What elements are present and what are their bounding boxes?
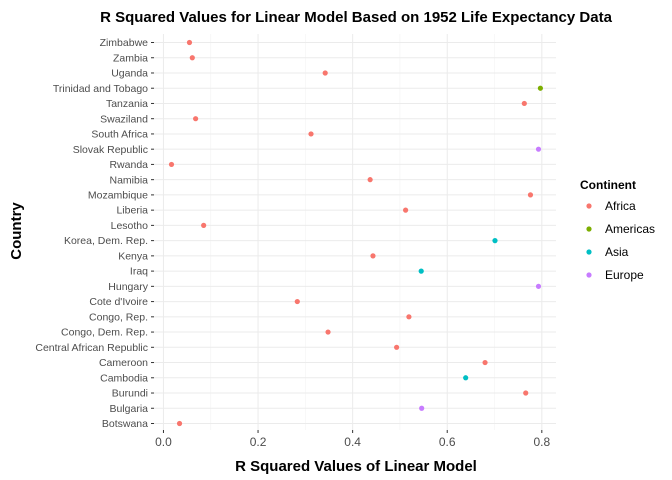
data-point: [535, 146, 542, 152]
x-axis-title: R Squared Values of Linear Model: [235, 458, 477, 475]
y-tick-label: Central African Republic: [35, 342, 148, 354]
y-tick-label: Botswana: [102, 418, 148, 430]
y-tick-label: Zimbabwe: [100, 37, 149, 49]
x-axis-ticks: 0.0 0.2 0.4 0.6 0.8: [155, 430, 550, 449]
data-point: [482, 359, 488, 366]
y-tick-label: Lesotho: [111, 220, 149, 232]
data-point: [537, 85, 543, 91]
x-tick-label: 0.6: [439, 435, 456, 449]
y-tick-label: Kenya: [118, 250, 148, 262]
y-tick-label: Cameroon: [99, 357, 148, 369]
data-point: [189, 55, 195, 61]
y-tick-label: Zambia: [113, 52, 148, 64]
y-axis-ticks: Botswana Bulgaria Burundi Cambodia Cameroon C…: [35, 37, 154, 430]
legend-label: Asia: [605, 245, 629, 259]
legend-key: [586, 226, 592, 232]
data-point: [527, 192, 534, 198]
data-points: [168, 39, 543, 427]
data-point: [168, 161, 175, 168]
legend-label: Africa: [605, 199, 636, 213]
data-point: [325, 329, 331, 335]
data-point: [308, 131, 314, 137]
y-tick-label: Swaziland: [100, 113, 148, 125]
grid-layer: [154, 34, 556, 430]
y-tick-label: Mozambique: [88, 190, 148, 202]
data-point: [193, 116, 199, 122]
y-tick-label: Liberia: [116, 205, 148, 217]
data-point: [523, 390, 529, 396]
data-point: [535, 283, 542, 289]
data-point: [463, 375, 469, 381]
data-point: [176, 420, 183, 427]
legend-label: Americas: [605, 222, 655, 236]
y-tick-label: Slovak Republic: [73, 144, 148, 156]
data-point: [419, 405, 425, 411]
y-tick-label: Korea, Dem. Rep.: [64, 235, 148, 247]
legend-key: [586, 249, 592, 255]
data-point: [418, 268, 424, 274]
y-tick-label: Iraq: [130, 266, 148, 278]
legend-key: [586, 203, 592, 209]
data-point: [406, 314, 412, 320]
y-tick-label: Congo, Dem. Rep.: [61, 327, 148, 339]
y-tick-label: Rwanda: [109, 159, 148, 171]
y-tick-label: Tanzania: [106, 98, 148, 110]
y-axis-title: Country: [8, 202, 25, 260]
data-point: [403, 207, 409, 213]
x-tick-label: 0.4: [344, 435, 361, 449]
x-tick-label: 0.2: [250, 435, 267, 449]
y-tick-label: South Africa: [91, 129, 148, 141]
legend-label: Europe: [605, 268, 644, 282]
data-point: [201, 222, 207, 228]
y-tick-label: Burundi: [112, 388, 148, 400]
legend-items: Africa Americas Asia Europe: [586, 199, 655, 282]
y-tick-label: Uganda: [111, 68, 148, 80]
y-tick-label: Cote d'Ivoire: [89, 296, 148, 308]
plot-panel: Botswana Bulgaria Burundi Cambodia Cameroon C…: [35, 34, 556, 449]
y-tick-label: Namibia: [109, 174, 148, 186]
y-tick-label: Bulgaria: [109, 403, 148, 415]
legend-key: [586, 272, 592, 278]
x-tick-label: 0.8: [533, 435, 550, 449]
data-point: [367, 177, 373, 183]
chart-title: R Squared Values for Linear Model Based …: [100, 9, 612, 26]
data-point: [294, 298, 300, 305]
data-point: [370, 253, 376, 259]
data-point: [322, 70, 328, 76]
data-point: [186, 39, 193, 46]
y-tick-label: Cambodia: [100, 372, 148, 384]
data-point: [492, 238, 498, 244]
legend: Continent Africa Americas Asia Europe: [580, 178, 655, 282]
y-tick-label: Congo, Rep.: [89, 311, 148, 323]
y-tick-label: Trinidad and Tobago: [53, 83, 148, 95]
data-point: [521, 100, 527, 107]
legend-title: Continent: [580, 178, 636, 192]
data-point: [394, 344, 400, 350]
x-tick-label: 0.0: [155, 435, 172, 449]
y-tick-label: Hungary: [108, 281, 148, 293]
